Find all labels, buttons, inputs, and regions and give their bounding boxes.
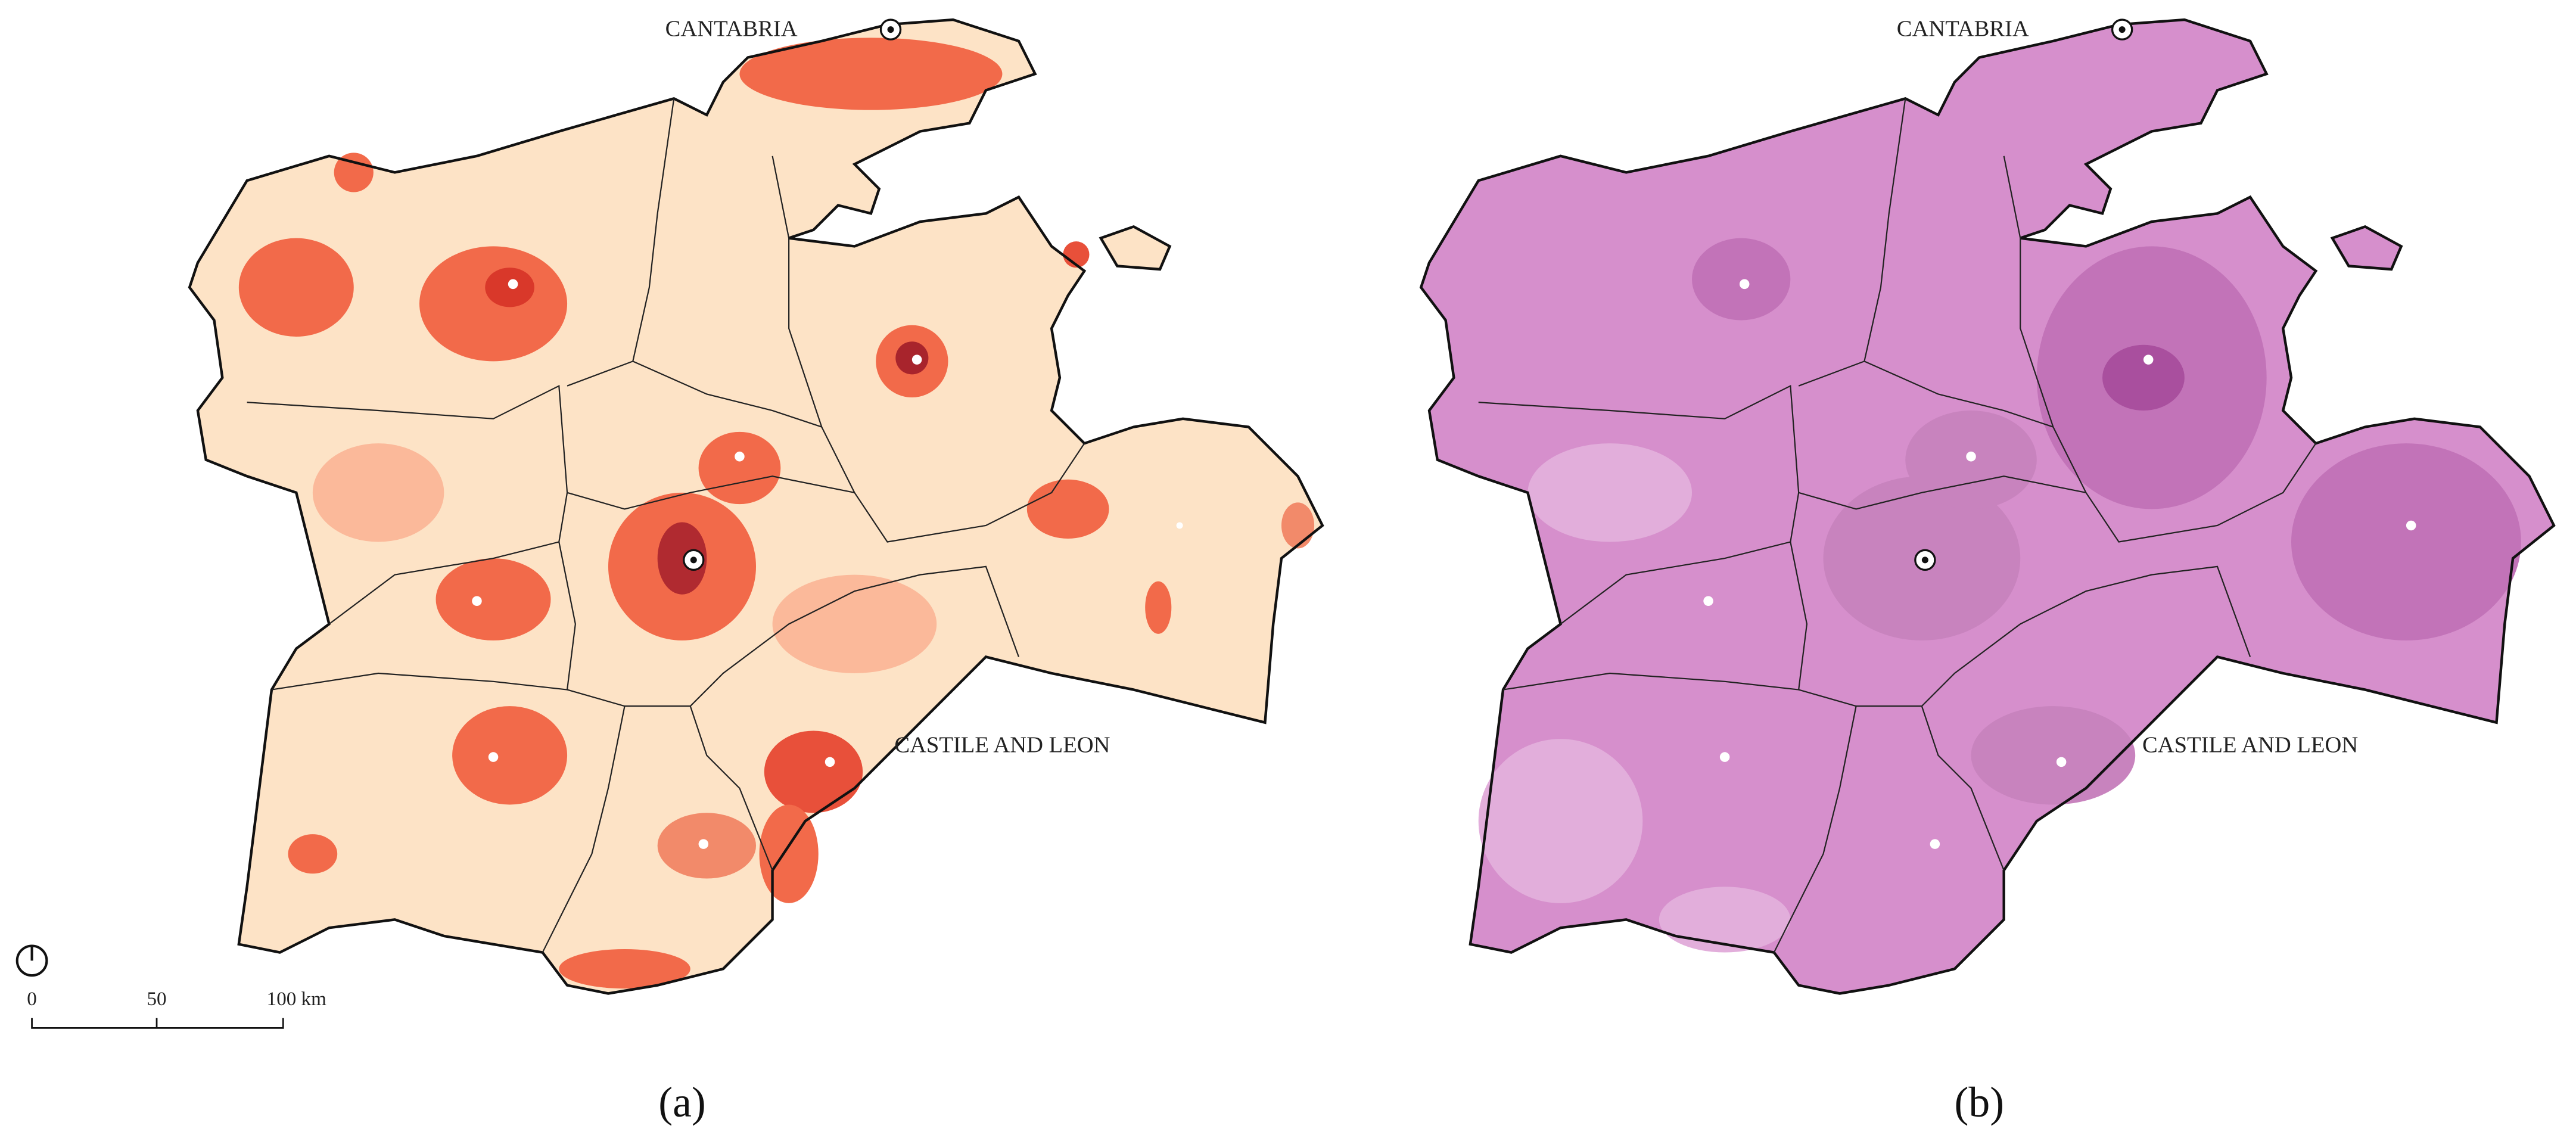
map-shape [1692,238,1791,321]
map-shape [312,443,444,542]
north-label: CANTABRIA [665,17,798,42]
map-shape [435,558,551,640]
map-shape [739,38,1003,110]
map-shape [238,238,354,337]
scale-label: 0 [27,988,37,1010]
point-symbol [1921,556,1928,564]
map-shape [698,431,781,505]
map-shape [1478,739,1643,903]
point-symbol [690,556,697,564]
map-shape [772,574,937,674]
map-shape [2291,443,2521,640]
point-symbol [2143,355,2154,365]
map-panel-b: CANTABRIA CASTILE AND LEON (b) [1421,17,2554,1126]
point-symbol [887,26,894,33]
point-symbol [2056,757,2067,767]
cities [1703,279,2416,849]
capital-symbols [683,18,902,571]
point-symbol [911,355,922,365]
map-shape [895,341,929,375]
map-shape [2102,344,2185,411]
map-shape [1659,887,1791,953]
map-shape [334,153,374,192]
region-label: CASTILE AND LEON [2142,732,2358,757]
map-shape [31,1018,284,1029]
map-shape [759,804,819,903]
point-symbol [735,451,745,462]
map-shape [764,730,863,813]
map-shape [419,246,568,362]
scale-label: 50 [147,988,166,1010]
north-arrow [15,944,48,977]
capital-symbols [1914,18,2133,571]
point-symbol [2406,520,2416,531]
point-symbol [1966,451,1976,462]
map-shape [288,834,338,874]
scale-label: 100 km [267,988,326,1010]
map-shape [1527,443,1693,542]
map-shape [452,706,568,805]
point-symbol [508,279,518,290]
point-symbol [1719,752,1730,762]
point-symbol [2118,26,2126,33]
map-shape [1145,581,1172,634]
point-symbol [1176,522,1183,529]
point-symbol [1930,839,1940,849]
point-symbol [488,752,499,762]
cities [472,279,1183,849]
map-shape [1281,502,1315,549]
map-shape [1026,479,1109,539]
map-shape [1971,706,2136,805]
map-shape [559,949,690,989]
point-symbol [825,757,835,767]
caption: (b) [1955,1079,2005,1126]
point-symbol [1739,279,1750,290]
scale-bar: 0 50 100 km [27,988,326,1029]
point-symbol [698,839,709,849]
caption: (a) [658,1079,706,1126]
north-label: CANTABRIA [1897,17,2029,42]
point-symbol [472,596,482,607]
map-shape [657,522,707,595]
region-label: CASTILE AND LEON [894,732,1110,757]
point-symbol [1703,596,1713,607]
map-panel-a: CANTABRIA CASTILE AND LEON (a) [189,17,1323,1126]
